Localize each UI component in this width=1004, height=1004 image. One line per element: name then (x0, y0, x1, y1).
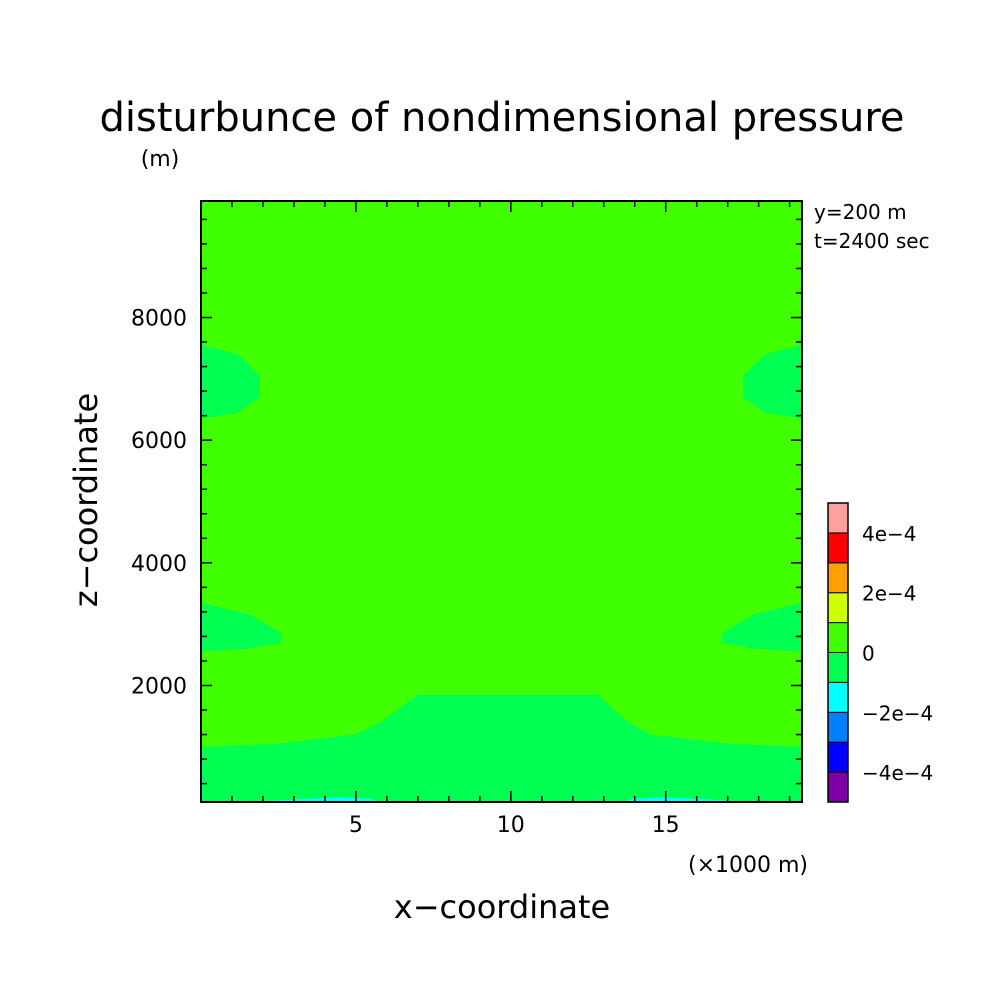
colorbar-swatch (827, 592, 849, 624)
info-t: t=2400 sec (814, 229, 930, 253)
y-tick-label: 2000 (131, 674, 187, 699)
colorbar-swatch (827, 771, 849, 803)
info-y: y=200 m (814, 200, 907, 224)
colorbar-label: −2e−4 (862, 701, 933, 725)
y-tick-label: 6000 (131, 429, 187, 454)
colorbar-frame (827, 502, 849, 803)
y-unit-label: (m) (141, 147, 180, 172)
contour-region-sliver-left (247, 797, 381, 802)
plot-area (200, 200, 803, 803)
colorbar-swatch (827, 681, 849, 713)
y-axis-title: z−coordinate (67, 393, 105, 607)
x-unit-label: (×1000 m) (688, 853, 808, 878)
colorbar-swatch (827, 502, 849, 534)
colorbar-swatch (827, 741, 849, 773)
colorbar-label: 2e−4 (862, 582, 917, 606)
colorbar-label: 0 (862, 642, 875, 666)
x-tick-label: 5 (349, 813, 363, 838)
contour-region-patch-left-lower (201, 602, 282, 652)
contour-region-patch-right-lower (721, 602, 802, 652)
y-tick-label: 4000 (131, 552, 187, 577)
colorbar-swatch (827, 562, 849, 594)
contour-region-band-bottom (201, 694, 802, 802)
colorbar-swatch (827, 652, 849, 683)
x-tick-label: 15 (652, 813, 680, 838)
colorbar-label: −4e−4 (862, 761, 933, 785)
contour-region-sliver-right (622, 797, 756, 802)
colorbar-label: 4e−4 (862, 522, 917, 546)
x-tick-label: 10 (497, 813, 525, 838)
plot-frame (200, 200, 803, 803)
contour-region-patch-right-upper (743, 345, 802, 419)
chart-title: disturbunce of nondimensional pressure (100, 95, 905, 141)
colorbar-swatch (827, 711, 849, 743)
y-tick-label: 8000 (131, 307, 187, 332)
x-axis-title: x−coordinate (394, 888, 610, 926)
colorbar-swatch (827, 622, 849, 653)
colorbar-swatch (827, 532, 849, 564)
contour-region-patch-left-upper (201, 345, 260, 419)
colorbar: −4e−4 −2e−4 0 2e−4 4e−4 (827, 502, 933, 803)
axis-ticks: 5 10 15 2000 4000 6000 8000 (131, 201, 802, 838)
